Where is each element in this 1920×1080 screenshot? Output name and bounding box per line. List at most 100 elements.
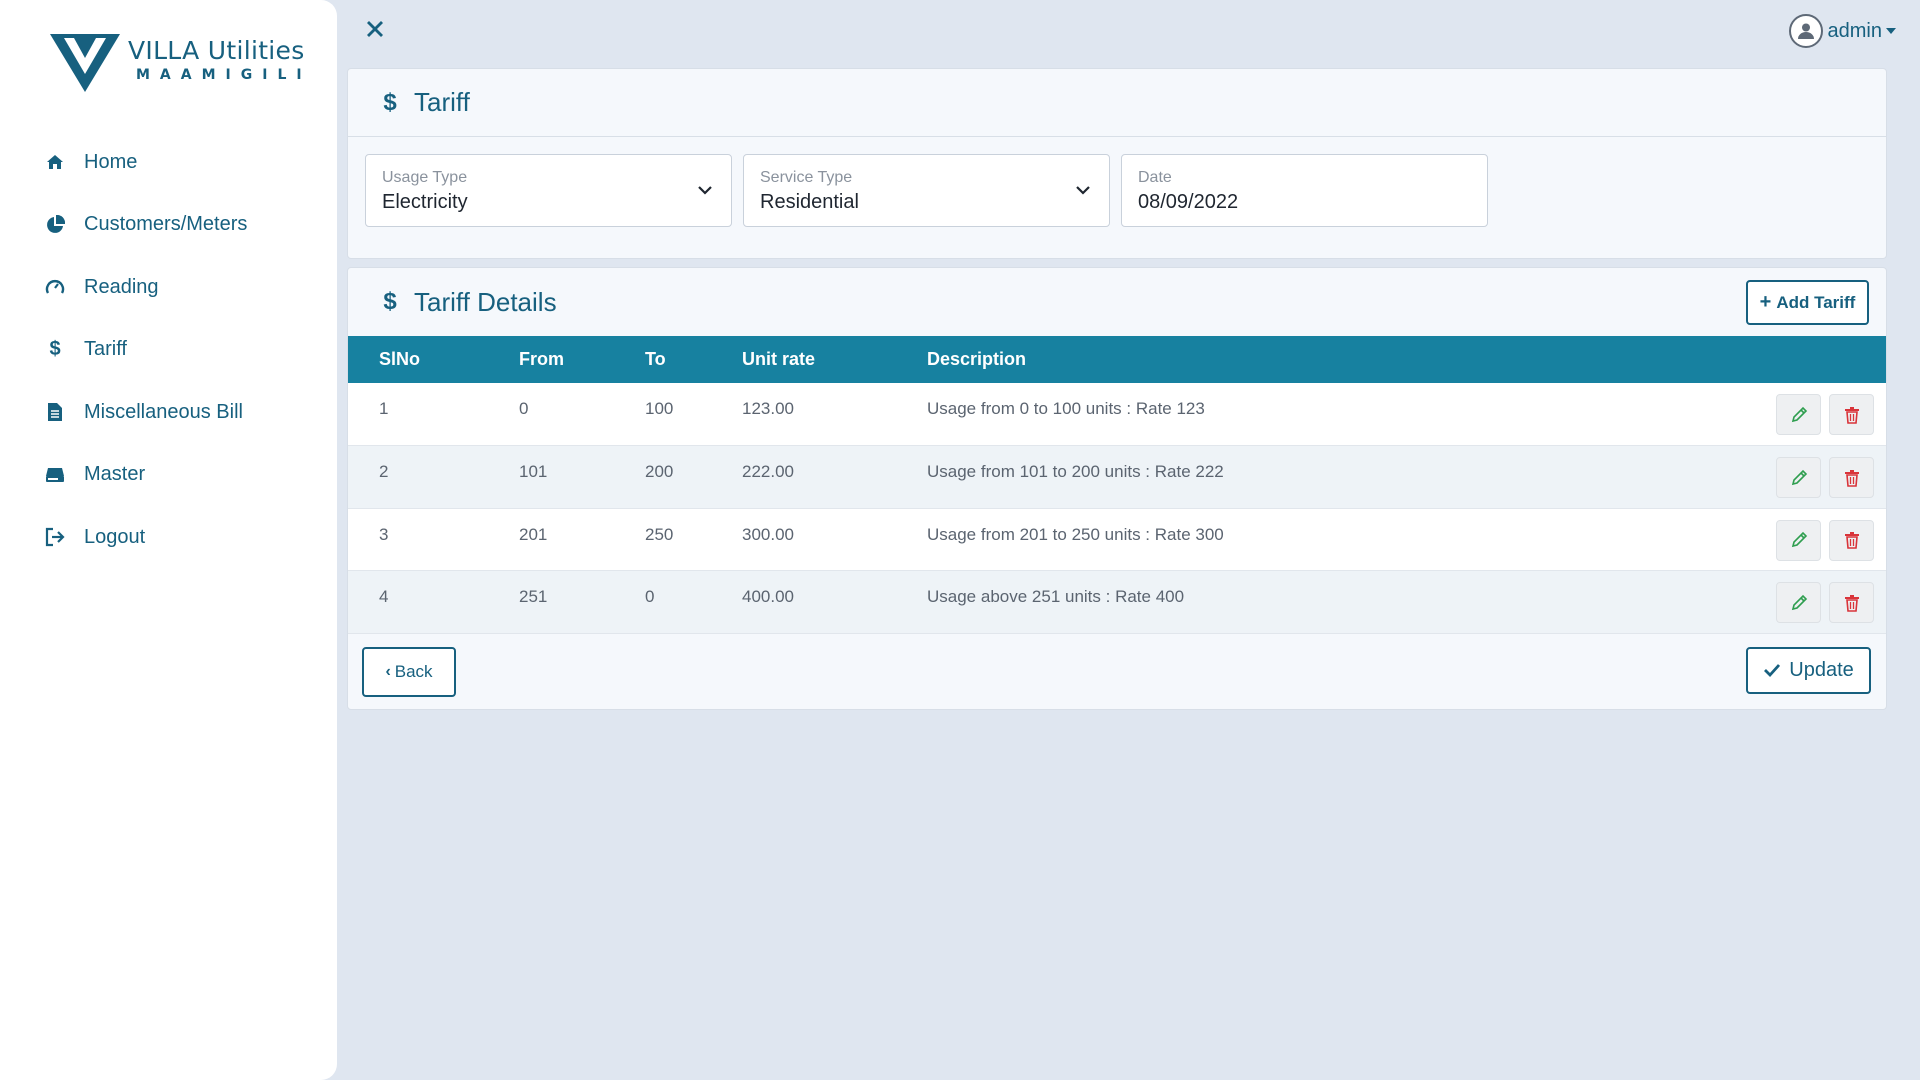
cell-unit-rate: 222.00: [742, 462, 794, 481]
cell-to: 250: [645, 524, 674, 544]
column-header-slno: SlNo: [379, 349, 421, 369]
service-type-select[interactable]: Service Type Residential: [743, 154, 1110, 227]
pie-chart-icon: [44, 214, 66, 236]
cell-unit-rate: 300.00: [742, 524, 794, 544]
delete-button[interactable]: [1829, 394, 1874, 435]
tariff-details-header: $ Tariff Details + Add Tariff: [348, 268, 1886, 336]
sidebar: VILLA Utilities MAAMIGILI Home Customers…: [0, 0, 337, 1080]
dollar-icon: $: [49, 338, 61, 361]
tariff-details-card: $ Tariff Details + Add Tariff SlNo From …: [347, 267, 1887, 710]
brand-logo[interactable]: VILLA Utilities MAAMIGILI: [48, 32, 312, 94]
check-icon: [1764, 664, 1781, 678]
delete-button[interactable]: [1829, 519, 1874, 561]
logout-icon: [44, 526, 66, 548]
pencil-icon: [1791, 469, 1807, 485]
edit-button[interactable]: [1776, 457, 1821, 498]
plus-icon: +: [1759, 291, 1772, 313]
user-name: admin: [1827, 19, 1882, 42]
sidebar-item-label: Tariff: [84, 338, 127, 361]
sidebar-item-label: Customers/Meters: [84, 213, 248, 236]
cell-description: Usage above 251 units : Rate 400: [927, 587, 1185, 606]
pencil-icon: [1791, 406, 1807, 422]
user-menu[interactable]: admin: [1788, 14, 1896, 48]
usage-type-select[interactable]: Usage Type Electricity: [365, 154, 732, 227]
cell-description: Usage from 201 to 250 units : Rate 300: [927, 524, 1224, 544]
sidebar-nav: Home Customers/Meters Reading $ Tariff M…: [0, 131, 337, 569]
delete-button[interactable]: [1829, 582, 1874, 623]
column-header-actions: [1746, 336, 1886, 383]
caret-down-icon: [1886, 28, 1896, 34]
tariff-table: SlNo From To Unit rate Description 1 0 1…: [348, 336, 1886, 634]
usage-type-label: Usage Type: [382, 169, 468, 186]
brand-title: VILLA Utilities: [128, 36, 305, 65]
column-header-description: Description: [927, 349, 1027, 369]
back-button[interactable]: ‹ Back: [362, 646, 456, 697]
row-actions: [1746, 446, 1886, 509]
tariff-card-header: $ Tariff: [348, 69, 1886, 137]
cell-slno: 2: [379, 462, 389, 481]
cell-description: Usage from 101 to 200 units : Rate 222: [927, 462, 1224, 481]
row-actions: [1746, 508, 1886, 571]
sidebar-item-logout[interactable]: Logout: [0, 506, 337, 569]
cell-from: 101: [519, 462, 548, 481]
gauge-icon: [44, 276, 66, 298]
tariff-details-footer: ‹ Back Update: [348, 634, 1886, 710]
close-sidebar-button[interactable]: [362, 16, 388, 42]
chevron-left-icon: ‹: [385, 662, 391, 680]
page-title: Tariff: [414, 87, 470, 117]
section-title: Tariff Details: [414, 286, 557, 317]
trash-icon: [1844, 406, 1859, 424]
cell-from: 201: [519, 524, 548, 544]
sidebar-item-reading[interactable]: Reading: [0, 256, 337, 319]
cell-slno: 1: [379, 399, 389, 418]
add-tariff-button[interactable]: + Add Tariff: [1746, 280, 1869, 325]
table-header-row: SlNo From To Unit rate Description: [348, 336, 1886, 383]
cell-from: 251: [519, 587, 548, 606]
cell-to: 100: [645, 399, 674, 418]
document-icon: [44, 401, 66, 423]
edit-button[interactable]: [1776, 582, 1821, 623]
home-icon: [44, 151, 66, 173]
sidebar-item-label: Logout: [84, 525, 146, 548]
sidebar-item-label: Miscellaneous Bill: [84, 400, 243, 423]
close-icon: [367, 21, 383, 37]
column-header-to: To: [645, 349, 666, 369]
row-actions: [1746, 571, 1886, 634]
table-row: 2 101 200 222.00 Usage from 101 to 200 u…: [348, 445, 1886, 509]
sidebar-item-label: Reading: [84, 275, 159, 298]
chevron-down-icon: [698, 186, 712, 195]
user-avatar-icon: [1788, 14, 1823, 48]
usage-type-value: Electricity: [382, 191, 468, 213]
sidebar-item-home[interactable]: Home: [0, 131, 337, 194]
service-type-value: Residential: [760, 191, 859, 213]
cell-unit-rate: 123.00: [742, 399, 794, 418]
cell-from: 0: [519, 399, 529, 418]
sidebar-item-master[interactable]: Master: [0, 444, 337, 507]
trash-icon: [1844, 594, 1859, 612]
date-label: Date: [1138, 169, 1172, 186]
add-tariff-label: Add Tariff: [1776, 292, 1856, 312]
date-value: 08/09/2022: [1138, 191, 1239, 213]
cell-description: Usage from 0 to 100 units : Rate 123: [927, 399, 1205, 418]
trash-icon: [1844, 532, 1859, 549]
column-header-from: From: [519, 349, 564, 369]
sidebar-item-label: Master: [84, 463, 146, 486]
table-row: 1 0 100 123.00 Usage from 0 to 100 units…: [348, 383, 1886, 446]
sidebar-item-customers-meters[interactable]: Customers/Meters: [0, 194, 337, 257]
pencil-icon: [1791, 531, 1807, 548]
column-header-unit-rate: Unit rate: [742, 349, 816, 369]
back-label: Back: [394, 661, 433, 681]
edit-button[interactable]: [1776, 394, 1821, 435]
chevron-down-icon: [1076, 186, 1090, 195]
service-type-label: Service Type: [760, 169, 853, 186]
sidebar-item-miscellaneous-bill[interactable]: Miscellaneous Bill: [0, 381, 337, 444]
cell-to: 200: [645, 462, 674, 481]
delete-button[interactable]: [1829, 457, 1874, 498]
sidebar-item-tariff[interactable]: $ Tariff: [0, 319, 337, 382]
date-field[interactable]: Date 08/09/2022: [1121, 154, 1488, 227]
cell-slno: 4: [379, 587, 389, 606]
tariff-filters: Usage Type Electricity Service Type Resi…: [348, 137, 1886, 227]
update-button[interactable]: Update: [1746, 646, 1871, 694]
pencil-icon: [1791, 594, 1807, 610]
edit-button[interactable]: [1776, 519, 1821, 561]
